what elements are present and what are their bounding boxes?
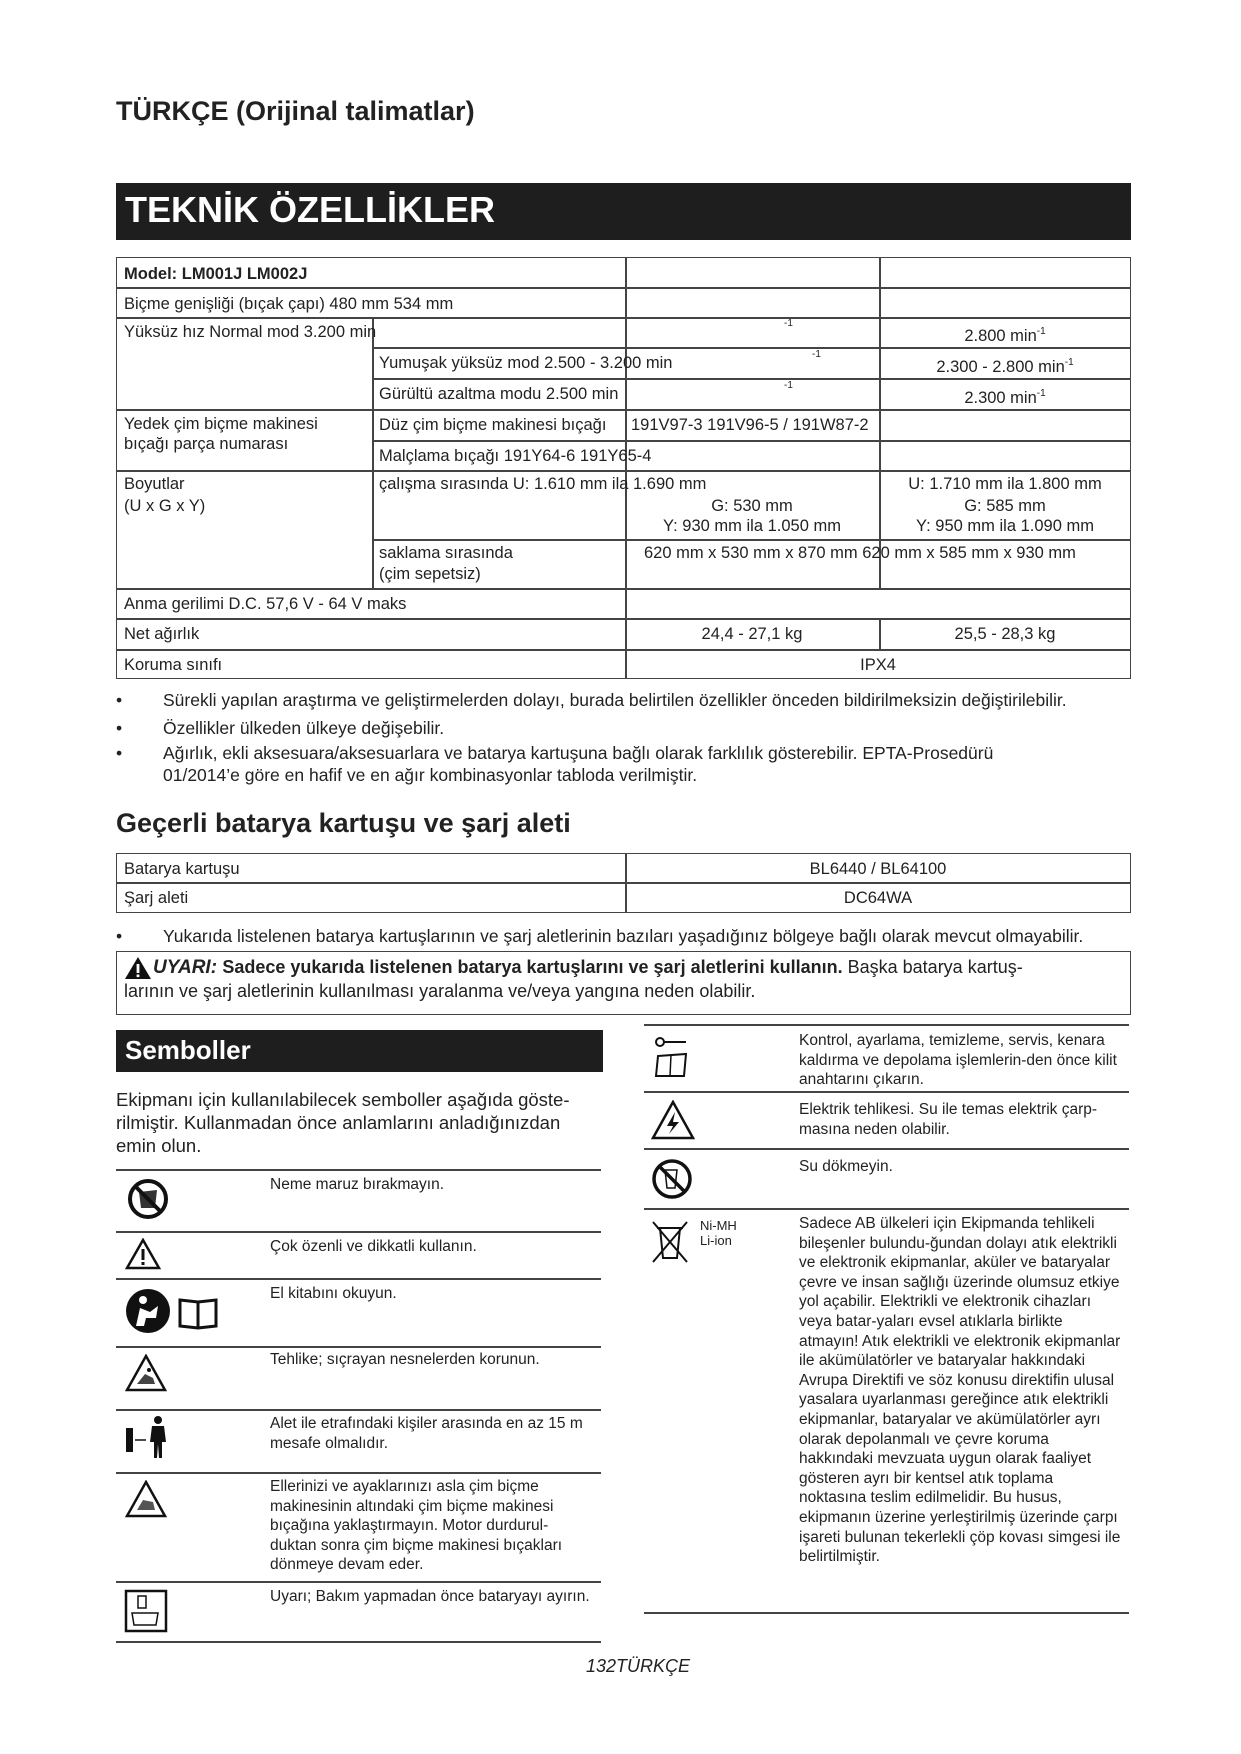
- op1-g: G: 530 mm: [711, 497, 793, 515]
- symbol-text: Çok özenli ve dikkatli kullanın.: [270, 1238, 477, 1255]
- quiet-mode-speed: Gürültü azaltma modu 2.500 min: [379, 385, 619, 403]
- warning-text-cont: larının ve şarj aletlerinin kullanılması…: [124, 981, 756, 1001]
- battery-value: BL6440 / BL64100: [809, 860, 947, 878]
- dimensions-label: Boyutlar: [124, 475, 185, 493]
- symbol-text: Tehlike; sıçrayan nesnelerden korunun.: [270, 1351, 540, 1368]
- warning-text: UYARI: Sadece yukarıda listelenen batary…: [153, 957, 1023, 978]
- language-title: TÜRKÇE (Orijinal talimatlar): [116, 96, 475, 126]
- flat-blade-value: 191V97-3 191V96-5 / 191W87-2: [631, 416, 869, 434]
- crossed-bin-icon: [652, 1221, 688, 1263]
- flying-objects-icon: [125, 1354, 167, 1392]
- op2-g: G: 585 mm: [964, 497, 1046, 515]
- lm002-soft-speed: 2.300 - 2.800 min-1: [936, 357, 1074, 376]
- symbol-text: Kontrol, ayarlama, temizleme, servis, ke…: [799, 1032, 1117, 1089]
- read-manual-icon: [126, 1289, 218, 1333]
- symbols-title: Semboller: [116, 1030, 603, 1072]
- protection-value: IPX4: [860, 656, 896, 674]
- op1-y: Y: 930 mm ila 1.050 mm: [663, 517, 841, 535]
- speed-sup: -1: [812, 349, 821, 360]
- cutting-width: Biçme genişliği (bıçak çapı) 480 mm 534 …: [124, 295, 454, 313]
- remove-battery-icon: [124, 1589, 168, 1633]
- protection-label: Koruma sınıfı: [124, 656, 223, 674]
- charger-value: DC64WA: [843, 889, 913, 907]
- battery-note: Yukarıda listelenen batarya kartuşlarını…: [163, 926, 1084, 946]
- specs-title: TEKNİK ÖZELLİKLER: [116, 183, 1131, 240]
- note: 01/2014’e göre en hafif ve en ağır kombi…: [163, 765, 698, 785]
- symbol-text: Neme maruz bırakmayın.: [270, 1176, 444, 1193]
- op2-y: Y: 950 mm ila 1.090 mm: [916, 517, 1094, 535]
- battery-label: Batarya kartuşu: [124, 860, 240, 878]
- weight-label: Net ağırlık: [124, 625, 200, 643]
- speed-sup: -1: [784, 380, 793, 391]
- operating-dims: çalışma sırasında U: 1.610 mm ila 1.690 …: [379, 475, 707, 493]
- electric-hazard-icon: [651, 1100, 695, 1140]
- remove-key-icon: [654, 1037, 688, 1077]
- battery-type-badge: Ni-MH Li-ion: [700, 1218, 737, 1248]
- symbols-intro: Ekipmanı için kullanılabilecek semboller…: [116, 1089, 570, 1156]
- symbol-text: Elektrik tehlikesi. Su ile temas elektri…: [799, 1101, 1098, 1138]
- op2-u: U: 1.710 mm ila 1.800 mm: [908, 475, 1102, 493]
- blade-label: bıçağı parça numarası: [124, 435, 289, 453]
- blade-hand-icon: [125, 1480, 167, 1518]
- speed-sup: -1: [784, 318, 793, 329]
- symbol-text: Uyarı; Bakım yapmadan önce bataryayı ayı…: [270, 1588, 590, 1605]
- blade-label: Yedek çim biçme makinesi: [124, 415, 318, 433]
- note: Özellikler ülkeden ülkeye değişebilir.: [163, 718, 445, 738]
- keep-distance-icon: [126, 1416, 166, 1458]
- warning-box: [116, 951, 1131, 1015]
- mulch-blade: Malçlama bıçağı 191Y64-6 191Y65-4: [379, 447, 652, 465]
- note: Ağırlık, ekli aksesuara/aksesuarlara ve …: [163, 743, 994, 763]
- no-rain-icon: [128, 1179, 168, 1219]
- bullet: •: [116, 743, 123, 763]
- symbol-text: Alet ile etrafındaki kişiler arasında en…: [270, 1415, 583, 1452]
- storage-label: saklama sırasında: [379, 544, 513, 562]
- bullet: •: [116, 690, 123, 710]
- no-load-speed-normal: Yüksüz hız Normal mod 3.200 min: [124, 323, 377, 341]
- battery-title: Geçerli batarya kartuşu ve şarj aleti: [116, 808, 571, 838]
- note: Sürekli yapılan araştırma ve geliştirmel…: [163, 690, 1067, 710]
- weight-lm002: 25,5 - 28,3 kg: [954, 625, 1056, 643]
- lm002-quiet-speed: 2.300 min-1: [964, 388, 1046, 407]
- bullet: •: [116, 718, 123, 738]
- symbol-text: Ellerinizi ve ayaklarınızı asla çim biçm…: [270, 1478, 563, 1574]
- model-label: Model: LM001J LM002J: [124, 265, 308, 283]
- lm002-normal-speed: 2.800 min-1: [964, 326, 1046, 345]
- voltage: Anma gerilimi D.C. 57,6 V - 64 V maks: [124, 595, 407, 613]
- flat-blade: Düz çim biçme makinesi bıçağı: [379, 416, 607, 434]
- soft-mode-speed: Yumuşak yüksüz mod 2.500 - 3.200 min: [379, 354, 673, 372]
- no-water-icon: [652, 1159, 692, 1199]
- symbol-text: Su dökmeyin.: [799, 1158, 893, 1175]
- storage-label: (çim sepetsiz): [379, 565, 481, 583]
- warning-triangle-icon: [125, 1238, 161, 1270]
- bullet: •: [116, 926, 123, 946]
- warning-triangle-icon: [125, 957, 151, 979]
- storage-value: 620 mm x 530 mm x 870 mm 620 mm x 585 mm…: [644, 544, 1076, 562]
- charger-label: Şarj aleti: [124, 889, 189, 907]
- dimensions-label: (U x G x Y): [124, 497, 206, 515]
- weight-lm001: 24,4 - 27,1 kg: [701, 625, 803, 643]
- symbol-text: El kitabını okuyun.: [270, 1285, 397, 1302]
- symbol-text: Sadece AB ülkeleri için Ekipmanda tehlik…: [799, 1215, 1121, 1566]
- page-footer: 132TÜRKÇE: [585, 1656, 691, 1676]
